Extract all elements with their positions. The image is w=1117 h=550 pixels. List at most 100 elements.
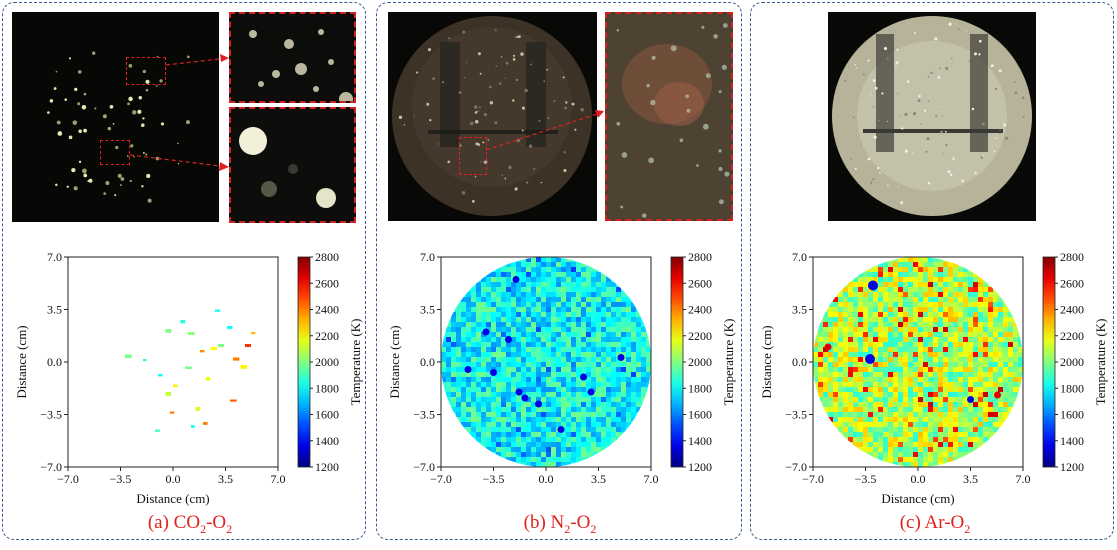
particle bbox=[82, 168, 87, 174]
heatmap-cell bbox=[551, 452, 556, 457]
particle bbox=[142, 117, 145, 120]
heatmap-cell bbox=[988, 317, 993, 322]
heatmap-cell bbox=[491, 432, 496, 437]
heatmap-cell bbox=[566, 307, 571, 312]
heatmap-cell bbox=[938, 322, 943, 327]
heatmap-cell bbox=[1013, 322, 1018, 327]
heatmap-cell bbox=[531, 272, 536, 277]
heatmap-cell bbox=[536, 412, 541, 417]
heatmap-cell bbox=[601, 422, 606, 427]
heatmap-cell bbox=[556, 302, 561, 307]
particle bbox=[516, 79, 518, 81]
heatmap-cell bbox=[948, 412, 953, 417]
heatmap-cell bbox=[561, 432, 566, 437]
heatmap-cell bbox=[506, 377, 511, 382]
heatmap-cell bbox=[541, 417, 546, 422]
heatmap-cell bbox=[526, 352, 531, 357]
heatmap-cell bbox=[898, 392, 903, 397]
heatmap-cell bbox=[913, 287, 918, 292]
heatmap-cell bbox=[853, 327, 858, 332]
heatmap-cell bbox=[978, 352, 983, 357]
heatmap-cell bbox=[858, 402, 863, 407]
heatmap-cell bbox=[933, 277, 938, 282]
heatmap-cell bbox=[531, 342, 536, 347]
heatmap-cell bbox=[928, 347, 933, 352]
heatmap-cell bbox=[833, 322, 838, 327]
heatmap-cell bbox=[858, 357, 863, 362]
heatmap-cell bbox=[953, 427, 958, 432]
heatmap-cell bbox=[491, 427, 496, 432]
heatmap-cell bbox=[908, 427, 913, 432]
heatmap-cell bbox=[536, 452, 541, 457]
heatmap-cell bbox=[923, 452, 928, 457]
heatmap-cell bbox=[903, 322, 908, 327]
heatmap-cell bbox=[551, 412, 556, 417]
heatmap-cell bbox=[998, 367, 1003, 372]
heatmap-cell bbox=[1018, 337, 1023, 342]
particle bbox=[547, 117, 550, 120]
heatmap-cell bbox=[566, 312, 571, 317]
heatmap-cell bbox=[531, 372, 536, 377]
heatmap-cell bbox=[848, 282, 853, 287]
heatmap-cell bbox=[591, 387, 596, 392]
heatmap-cell bbox=[531, 452, 536, 457]
heatmap-cell bbox=[988, 412, 993, 417]
heatmap-cell bbox=[1008, 332, 1013, 337]
heatmap-cell bbox=[541, 292, 546, 297]
heatmap-cell bbox=[913, 347, 918, 352]
heatmap-cell bbox=[536, 297, 541, 302]
heatmap-cell bbox=[888, 362, 893, 367]
heatmap-cell bbox=[978, 337, 983, 342]
heatmap-cell bbox=[933, 362, 938, 367]
heatmap-cell bbox=[471, 287, 476, 292]
heatmap-cell bbox=[456, 322, 461, 327]
y-tick-label: 7.0 bbox=[420, 250, 435, 264]
heatmap-cell bbox=[591, 402, 596, 407]
particle bbox=[685, 94, 690, 99]
heatmap-cell bbox=[446, 352, 451, 357]
heatmap-cell bbox=[833, 417, 838, 422]
heatmap-cell bbox=[636, 397, 641, 402]
heatmap-cell bbox=[601, 302, 606, 307]
heatmap-cell bbox=[873, 447, 878, 452]
heatmap-cell bbox=[546, 267, 551, 272]
heatmap-cell bbox=[1003, 367, 1008, 372]
heatmap-cell bbox=[903, 282, 908, 287]
heatmap-cell bbox=[943, 342, 948, 347]
heatmap-cell bbox=[893, 427, 898, 432]
heatmap-cell bbox=[933, 447, 938, 452]
heatmap-cell bbox=[1018, 342, 1023, 347]
heatmap-cell bbox=[973, 312, 978, 317]
heatmap-cell bbox=[823, 342, 828, 347]
heatmap-cell bbox=[641, 387, 646, 392]
heatmap-cell bbox=[913, 402, 918, 407]
heatmap-cell bbox=[596, 332, 601, 337]
temp-spot bbox=[865, 354, 875, 364]
heatmap-cell bbox=[621, 352, 626, 357]
heatmap-cell bbox=[943, 427, 948, 432]
heatmap-cell bbox=[838, 412, 843, 417]
heatmap-cell bbox=[883, 387, 888, 392]
heatmap-cell bbox=[958, 377, 963, 382]
heatmap-cell bbox=[958, 432, 963, 437]
heatmap-cell bbox=[636, 407, 641, 412]
heatmap-cell bbox=[611, 352, 616, 357]
particle bbox=[518, 35, 521, 38]
heatmap-cell bbox=[898, 332, 903, 337]
heatmap-cell bbox=[496, 327, 501, 332]
heatmap-cell bbox=[823, 332, 828, 337]
heatmap-cell bbox=[451, 372, 456, 377]
heatmap-cell bbox=[461, 412, 466, 417]
heatmap-cell bbox=[928, 292, 933, 297]
heatmap-cell bbox=[933, 327, 938, 332]
heatmap-cell bbox=[908, 297, 913, 302]
x-tick-label: −7.0 bbox=[802, 472, 824, 486]
heatmap-cell bbox=[908, 322, 913, 327]
heatmap-cell bbox=[476, 407, 481, 412]
heatmap-cell bbox=[843, 387, 848, 392]
heatmap-cell bbox=[968, 357, 973, 362]
heatmap-cell bbox=[566, 427, 571, 432]
heatmap-cell bbox=[968, 307, 973, 312]
heatmap-cell bbox=[883, 302, 888, 307]
y-tick-label: −3.5 bbox=[785, 408, 807, 422]
